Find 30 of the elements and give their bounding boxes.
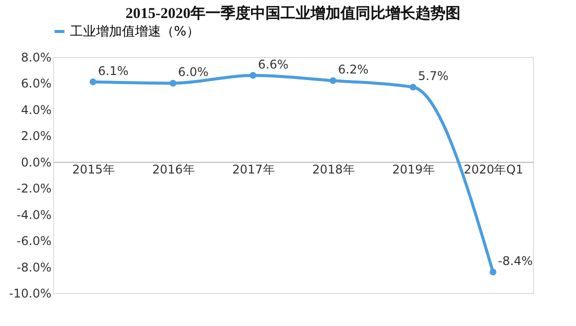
x-tick-label: 2015年: [72, 162, 115, 176]
legend-label: 工业增加值增速（%）: [70, 24, 200, 40]
y-tick-label: -8.0%: [16, 260, 52, 274]
point: [490, 268, 496, 276]
y-tick-label: -6.0%: [16, 234, 52, 248]
point: [250, 72, 256, 79]
y-tick-label: -4.0%: [16, 208, 52, 222]
y-tick-label: 6.0%: [21, 76, 52, 91]
chart-title: 2015-2020年一季度中国工业增加值同比增长趋势图: [126, 4, 460, 22]
data-label: 6.6%: [258, 57, 288, 72]
data-label: 6.1%: [98, 64, 128, 78]
y-tick-label: 2.0%: [21, 129, 52, 144]
data-label: 5.7%: [418, 69, 448, 84]
x-tick-label: 2017年: [232, 162, 275, 176]
point: [170, 80, 176, 87]
y-tick-label: 8.0%: [21, 50, 52, 64]
data-label: -8.4%: [498, 254, 533, 268]
y-tick-label: -10.0%: [9, 286, 52, 300]
y-tick-label: 4.0%: [21, 102, 52, 117]
data-label: 6.2%: [338, 62, 368, 77]
y-tick-label: 0.0%: [21, 155, 52, 170]
y-tick-label: -2.0%: [16, 182, 52, 196]
x-tick-label: 2016年: [152, 162, 195, 176]
point: [330, 77, 336, 84]
data-label: 6.0%: [178, 65, 208, 80]
point: [90, 78, 96, 86]
point: [410, 84, 416, 91]
x-tick-label: 2020年Q1: [464, 162, 524, 176]
x-tick-label: 2019年: [392, 162, 435, 176]
x-tick-label: 2018年: [312, 162, 355, 176]
